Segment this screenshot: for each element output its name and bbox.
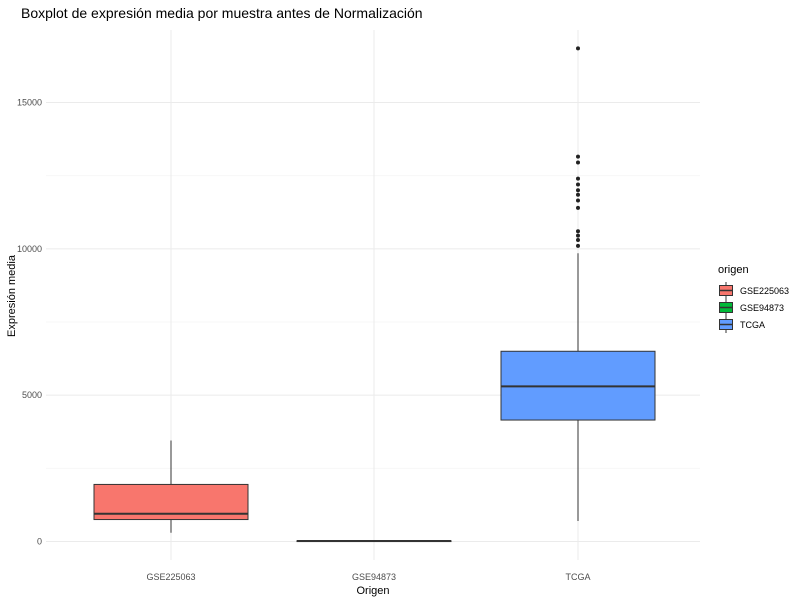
outlier-point bbox=[576, 238, 580, 243]
y-axis-ticks: 0 5000 10000 15000 bbox=[17, 98, 42, 547]
y-tick-label: 10000 bbox=[17, 244, 42, 254]
legend-title: origen bbox=[718, 264, 749, 276]
legend-label: GSE94873 bbox=[740, 303, 784, 313]
outlier-point bbox=[576, 229, 580, 234]
legend-key-gse225063 bbox=[719, 282, 733, 299]
box-gse94873 bbox=[296, 540, 452, 543]
y-axis-title: Expresión media bbox=[6, 254, 18, 337]
outlier-point bbox=[576, 198, 580, 203]
grid bbox=[46, 30, 700, 560]
outlier-point bbox=[576, 233, 580, 238]
legend-key-tcga bbox=[719, 316, 733, 333]
box-tcga bbox=[500, 46, 656, 522]
boxes bbox=[93, 46, 656, 543]
y-tick-label: 15000 bbox=[17, 98, 42, 108]
legend: origen GSE225063 GSE94873 TCGA bbox=[718, 264, 789, 333]
legend-label: TCGA bbox=[740, 320, 765, 330]
x-tick-label: GSE225063 bbox=[146, 572, 195, 582]
legend-key-gse94873 bbox=[719, 299, 733, 316]
x-axis-ticks: GSE225063 GSE94873 TCGA bbox=[146, 572, 590, 582]
y-tick-label: 5000 bbox=[22, 390, 42, 400]
outlier-point bbox=[576, 154, 580, 159]
chart-title: Boxplot de expresión media por muestra a… bbox=[21, 5, 423, 21]
outlier-point bbox=[576, 188, 580, 193]
legend-label: GSE225063 bbox=[740, 286, 789, 296]
outlier-point bbox=[576, 192, 580, 197]
outlier-point bbox=[576, 182, 580, 187]
outlier-point bbox=[576, 205, 580, 210]
outlier-point bbox=[576, 160, 580, 165]
outlier-point bbox=[576, 176, 580, 181]
x-axis-title: Origen bbox=[356, 585, 389, 597]
box-gse225063 bbox=[93, 440, 249, 533]
outlier-point bbox=[576, 46, 580, 51]
x-tick-label: GSE94873 bbox=[352, 572, 396, 582]
outlier-point bbox=[576, 243, 580, 248]
x-tick-label: TCGA bbox=[565, 572, 590, 582]
y-tick-label: 0 bbox=[37, 537, 42, 547]
